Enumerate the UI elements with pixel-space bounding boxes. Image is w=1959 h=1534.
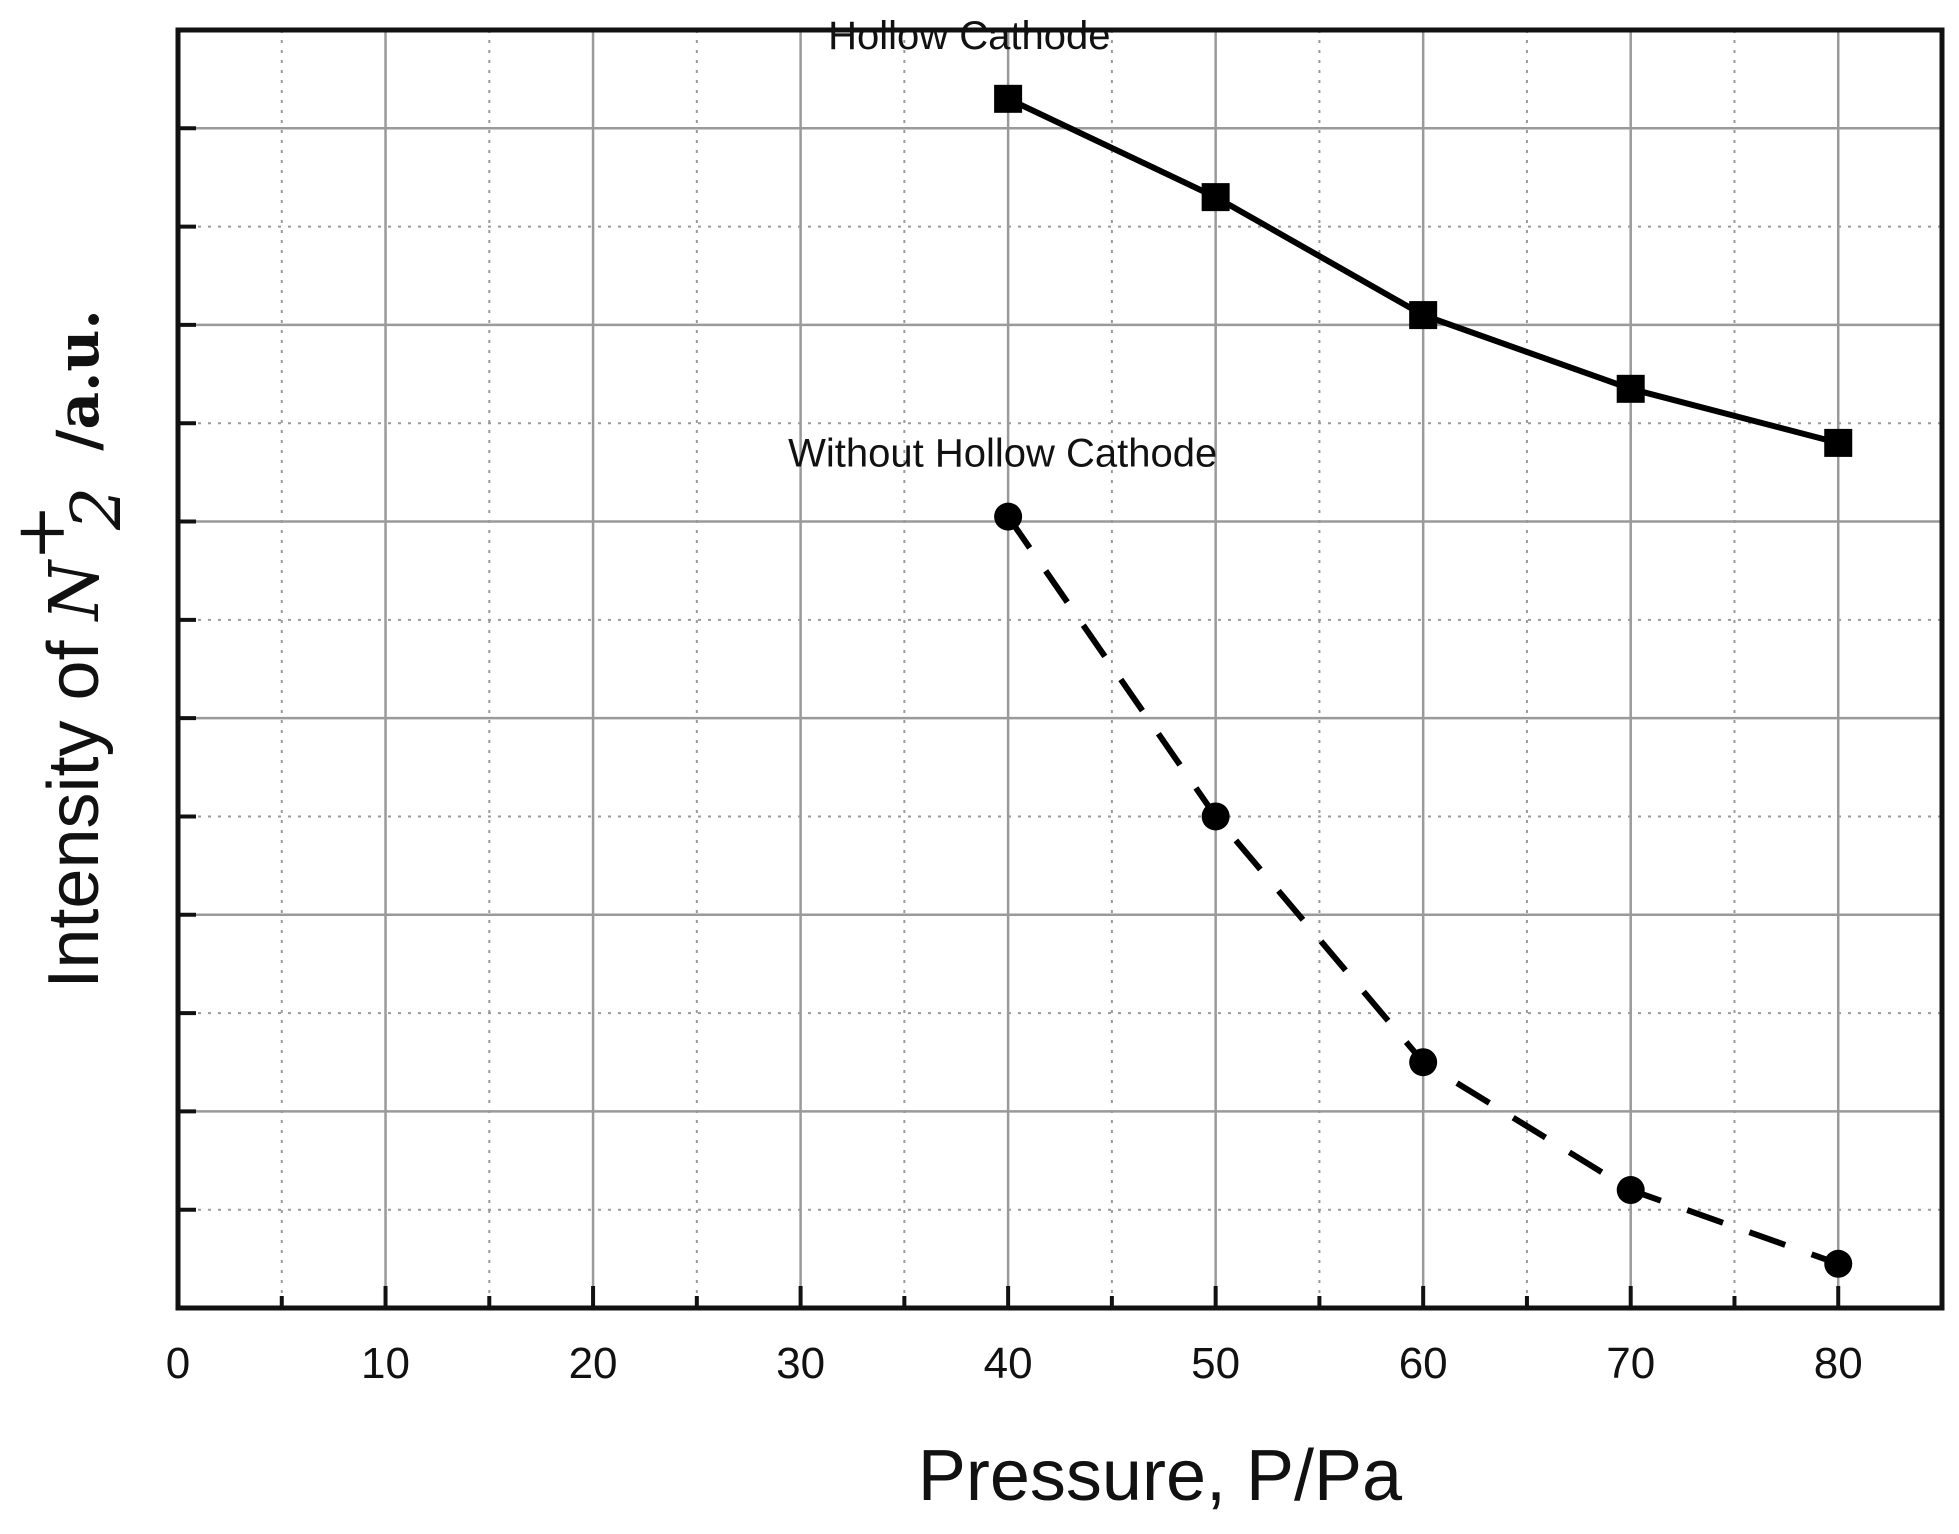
data-point-square <box>1824 428 1853 457</box>
y-axis-title: Intensity of N+2/a.u. <box>2 309 137 988</box>
series-0 <box>994 84 1853 457</box>
y-axis-title-subscript: 2 <box>58 487 137 531</box>
series-label: Without Hollow Cathode <box>788 432 1217 476</box>
series-labels: Hollow Cathode Without Hollow Cathode <box>788 14 1217 476</box>
data-point-circle <box>1616 1176 1645 1205</box>
data-point-square <box>1201 183 1230 212</box>
x-tick-label: 20 <box>569 1339 618 1388</box>
grid-lines <box>178 30 1942 1308</box>
x-tick-label: 10 <box>361 1339 410 1388</box>
data-point-square <box>994 84 1023 113</box>
data-point-circle <box>1824 1249 1853 1278</box>
y-axis-title-superscript: + <box>2 504 81 561</box>
y-axis-title-text: Intensity of N+2/a.u. <box>2 309 137 988</box>
y-axis-title-symbol: N <box>36 558 115 622</box>
data-point-circle <box>994 502 1023 531</box>
x-axis-title: Pressure, P/Pa <box>918 1436 1403 1516</box>
plot-frame <box>175 27 1945 1311</box>
data-point-circle <box>1201 802 1230 831</box>
x-tick-label: 60 <box>1399 1339 1448 1388</box>
x-tick-label: 70 <box>1606 1339 1655 1388</box>
x-tick-label: 40 <box>984 1339 1033 1388</box>
axis-ticks: 0 10 20 30 40 50 60 70 80 <box>166 126 1944 1388</box>
y-axis-title-unit: /a.u. <box>44 309 112 450</box>
x-tick-label: 0 <box>166 1339 190 1388</box>
x-tick-label: 50 <box>1191 1339 1240 1388</box>
x-tick-label: 80 <box>1814 1339 1863 1388</box>
y-axis-title-prefix: Intensity of <box>34 620 114 988</box>
series-layer <box>994 84 1853 1278</box>
series-label: Hollow Cathode <box>828 14 1110 58</box>
data-point-square <box>1409 301 1438 330</box>
data-point-circle <box>1409 1048 1438 1077</box>
data-point-square <box>1616 374 1645 403</box>
x-tick-label: 30 <box>776 1339 825 1388</box>
series-1 <box>994 502 1853 1278</box>
